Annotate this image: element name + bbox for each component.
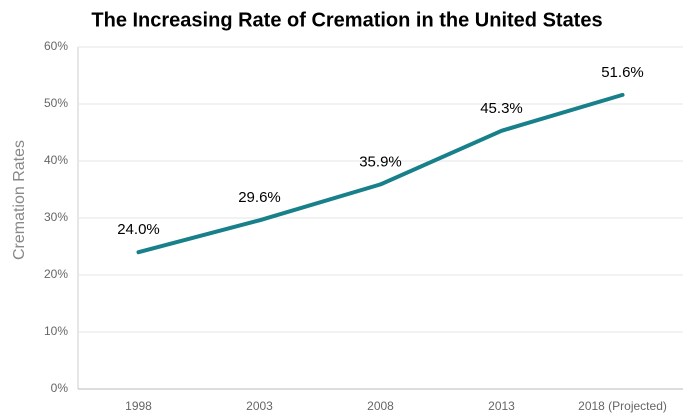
y-tick-label: 60%: [44, 39, 68, 53]
data-label: 51.6%: [601, 64, 644, 81]
data-label: 24.0%: [117, 221, 160, 238]
y-tick-label: 40%: [44, 153, 68, 167]
data-line: [136, 92, 625, 255]
data-label: 45.3%: [480, 100, 523, 117]
x-tick-label: 2018 (Projected): [578, 399, 667, 413]
data-label: 29.6%: [238, 189, 281, 206]
y-tick-label: 20%: [44, 267, 68, 281]
x-tick-label: 2003: [246, 399, 273, 413]
y-tick-label: 50%: [44, 96, 68, 110]
y-tick-label: 0%: [51, 381, 69, 395]
x-tick-label: 2008: [367, 399, 394, 413]
y-tick-label: 10%: [44, 324, 68, 338]
chart-title: The Increasing Rate of Cremation in the …: [91, 9, 602, 31]
y-tick-label: 30%: [44, 210, 68, 224]
y-axis-label: Cremation Rates: [11, 140, 28, 260]
x-tick-label: 1998: [125, 399, 152, 413]
data-label: 35.9%: [359, 153, 402, 170]
x-tick-label: 2013: [488, 399, 515, 413]
